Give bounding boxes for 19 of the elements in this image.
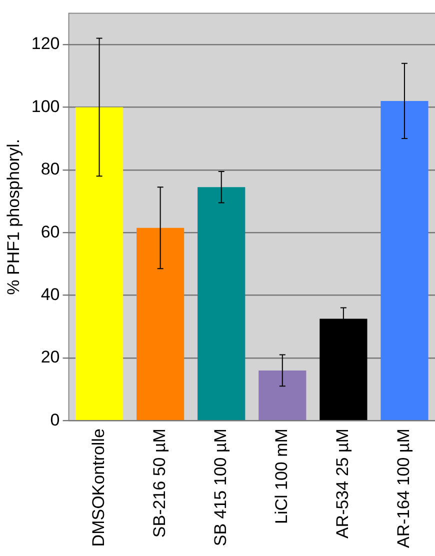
y-tick-label: 60 [40, 222, 60, 242]
y-tick-label: 80 [40, 160, 60, 179]
x-tick-label: LiCl 100 mM [272, 428, 292, 524]
y-axis-title: % PHF1 phosphoryl. [4, 138, 23, 295]
y-tick-label: 40 [40, 284, 60, 304]
x-tick-label: DMSOKontrolle [88, 428, 108, 547]
x-tick-label: SB 415 100 µM [211, 428, 230, 546]
y-tick-label: 120 [31, 34, 60, 54]
bar [75, 107, 124, 420]
bar [136, 228, 184, 420]
x-tick-label: SB-216 50 µM [150, 428, 170, 538]
y-tick-label: 0 [50, 410, 60, 430]
bar [258, 370, 306, 420]
x-tick-label: AR-534 25 µM [333, 428, 352, 539]
y-tick-label: 100 [31, 96, 60, 116]
bar [198, 187, 246, 420]
y-tick-label: 20 [40, 348, 60, 367]
bar [380, 100, 428, 420]
x-tick-label: AR-164 100 µM [394, 428, 414, 548]
